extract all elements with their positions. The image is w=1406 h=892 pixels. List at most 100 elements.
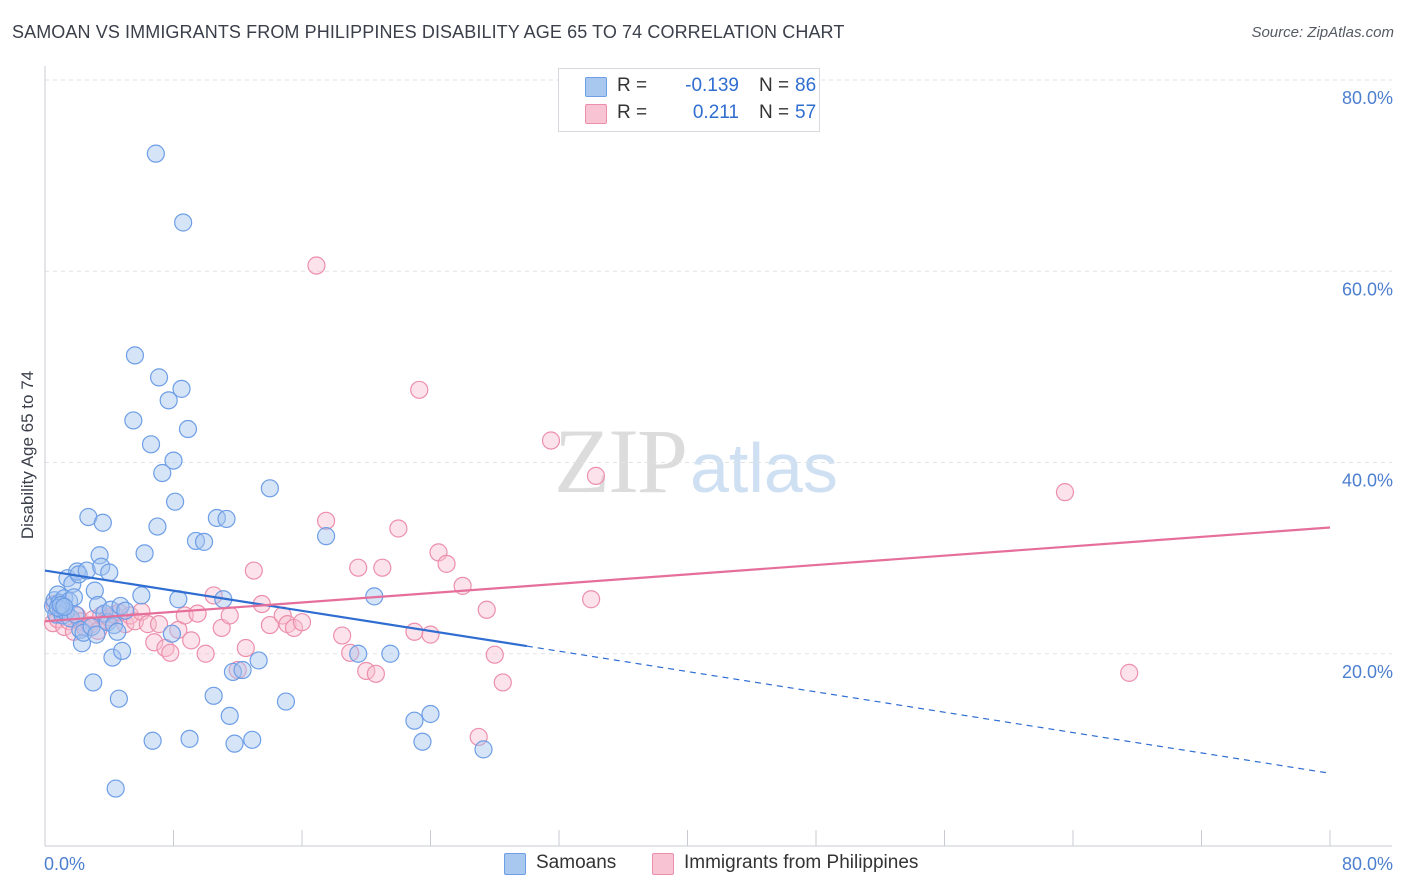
philippines-point xyxy=(220,606,239,625)
samoans-point xyxy=(260,479,279,498)
legend-row-samoans: R = -0.139 N = 86 xyxy=(585,75,816,229)
samoans-point xyxy=(100,563,119,582)
legend-n-value: 86 xyxy=(795,75,817,96)
philippines-point xyxy=(389,519,408,538)
philippines-point xyxy=(582,590,601,609)
legend-swatch-philippines xyxy=(652,853,674,875)
samoans-points xyxy=(43,144,493,798)
samoans-point xyxy=(106,779,125,798)
legend-label-philippines: Immigrants from Philippines xyxy=(684,852,919,873)
samoans-point xyxy=(180,729,199,748)
samoans-point xyxy=(164,451,183,470)
samoans-point xyxy=(207,508,226,528)
samoans-point xyxy=(109,689,128,708)
samoans-point xyxy=(103,648,122,667)
samoans-point xyxy=(225,734,244,753)
philippines-point xyxy=(145,633,164,652)
philippines-point xyxy=(236,638,255,658)
philippines-point xyxy=(316,511,336,530)
samoans-point xyxy=(153,463,172,483)
samoans-point xyxy=(125,346,145,365)
samoans-point xyxy=(276,692,296,711)
philippines-point xyxy=(485,645,504,664)
philippines-point xyxy=(421,625,440,644)
samoans-point xyxy=(55,597,74,616)
samoans-point xyxy=(166,492,185,511)
samoans-trend-line xyxy=(44,569,528,648)
philippines-point xyxy=(161,643,180,662)
samoans-point xyxy=(172,379,191,398)
samoans-point xyxy=(51,595,71,615)
philippines-point xyxy=(493,673,512,692)
philippines-point xyxy=(541,431,561,450)
samoans-point xyxy=(233,660,252,680)
samoans-point xyxy=(243,730,262,749)
samoans-point xyxy=(178,419,198,439)
samoans-point xyxy=(149,368,169,387)
samoans-point xyxy=(421,704,440,724)
samoans-point xyxy=(141,435,161,454)
philippines-point xyxy=(405,622,424,641)
legend-row-philippines: R = 0.211 N = 57 xyxy=(585,102,816,256)
legend-r-value: -0.139 xyxy=(685,75,739,96)
samoans-point xyxy=(413,732,432,751)
philippines-points xyxy=(43,256,1139,747)
samoans-trend-extension xyxy=(526,645,1331,774)
samoans-point xyxy=(87,625,106,644)
samoans-point xyxy=(93,513,112,532)
philippines-point xyxy=(349,558,368,577)
axes xyxy=(44,66,1392,847)
y-tick-label: 20.0% xyxy=(1342,662,1393,682)
samoans-point xyxy=(101,600,120,619)
legend-swatch-samoans xyxy=(504,853,526,875)
chart-title: SAMOAN VS IMMIGRANTS FROM PHILIPPINES DI… xyxy=(12,22,845,42)
samoans-point xyxy=(162,624,181,643)
samoans-point xyxy=(84,673,103,692)
samoans-point xyxy=(474,740,493,759)
samoans-point xyxy=(194,532,214,551)
trend-lines xyxy=(44,526,1331,774)
samoans-point xyxy=(48,598,67,617)
philippines-point xyxy=(196,644,215,663)
philippines-point xyxy=(149,615,169,634)
samoans-point xyxy=(124,411,143,430)
philippines-trend-line xyxy=(44,526,1331,623)
philippines-point xyxy=(1120,663,1139,682)
samoans-point xyxy=(349,644,368,663)
stats-legend: R = -0.139 N = 86 R = 0.211 N = 57 xyxy=(558,68,820,132)
samoans-point xyxy=(108,622,127,641)
philippines-point xyxy=(410,380,429,399)
philippines-point xyxy=(244,561,263,580)
legend-swatch-samoans xyxy=(585,77,607,97)
legend-r-label: R = xyxy=(617,102,648,123)
philippines-point xyxy=(188,604,207,623)
philippines-point xyxy=(292,613,312,632)
samoans-point xyxy=(174,213,193,232)
philippines-point xyxy=(366,664,385,683)
y-axis-label: Disability Age 65 to 74 xyxy=(18,371,37,539)
samoans-point xyxy=(85,581,104,600)
philippines-point xyxy=(373,558,392,577)
philippines-point xyxy=(260,615,279,635)
x-tick-label: 0.0% xyxy=(44,854,85,874)
samoans-point xyxy=(405,711,424,730)
legend-r-label: R = xyxy=(617,75,648,96)
y-tick-label: 40.0% xyxy=(1342,471,1393,491)
philippines-point xyxy=(307,256,326,275)
y-tick-label: 80.0% xyxy=(1342,88,1393,108)
samoans-point xyxy=(146,144,165,163)
samoans-point xyxy=(77,561,96,580)
samoans-point xyxy=(112,641,132,660)
samoans-point xyxy=(217,509,236,529)
samoans-point xyxy=(159,391,178,410)
philippines-point xyxy=(182,631,201,650)
legend-label-samoans: Samoans xyxy=(536,852,617,873)
philippines-point xyxy=(1055,483,1075,502)
y-tick-label: 60.0% xyxy=(1342,279,1393,299)
legend-n-value: 57 xyxy=(795,102,817,123)
legend-n-label: N = xyxy=(759,102,790,123)
watermark: ZIPatlas xyxy=(554,408,838,514)
philippines-point xyxy=(477,600,496,619)
samoans-point xyxy=(148,517,167,536)
samoans-point xyxy=(249,651,268,670)
